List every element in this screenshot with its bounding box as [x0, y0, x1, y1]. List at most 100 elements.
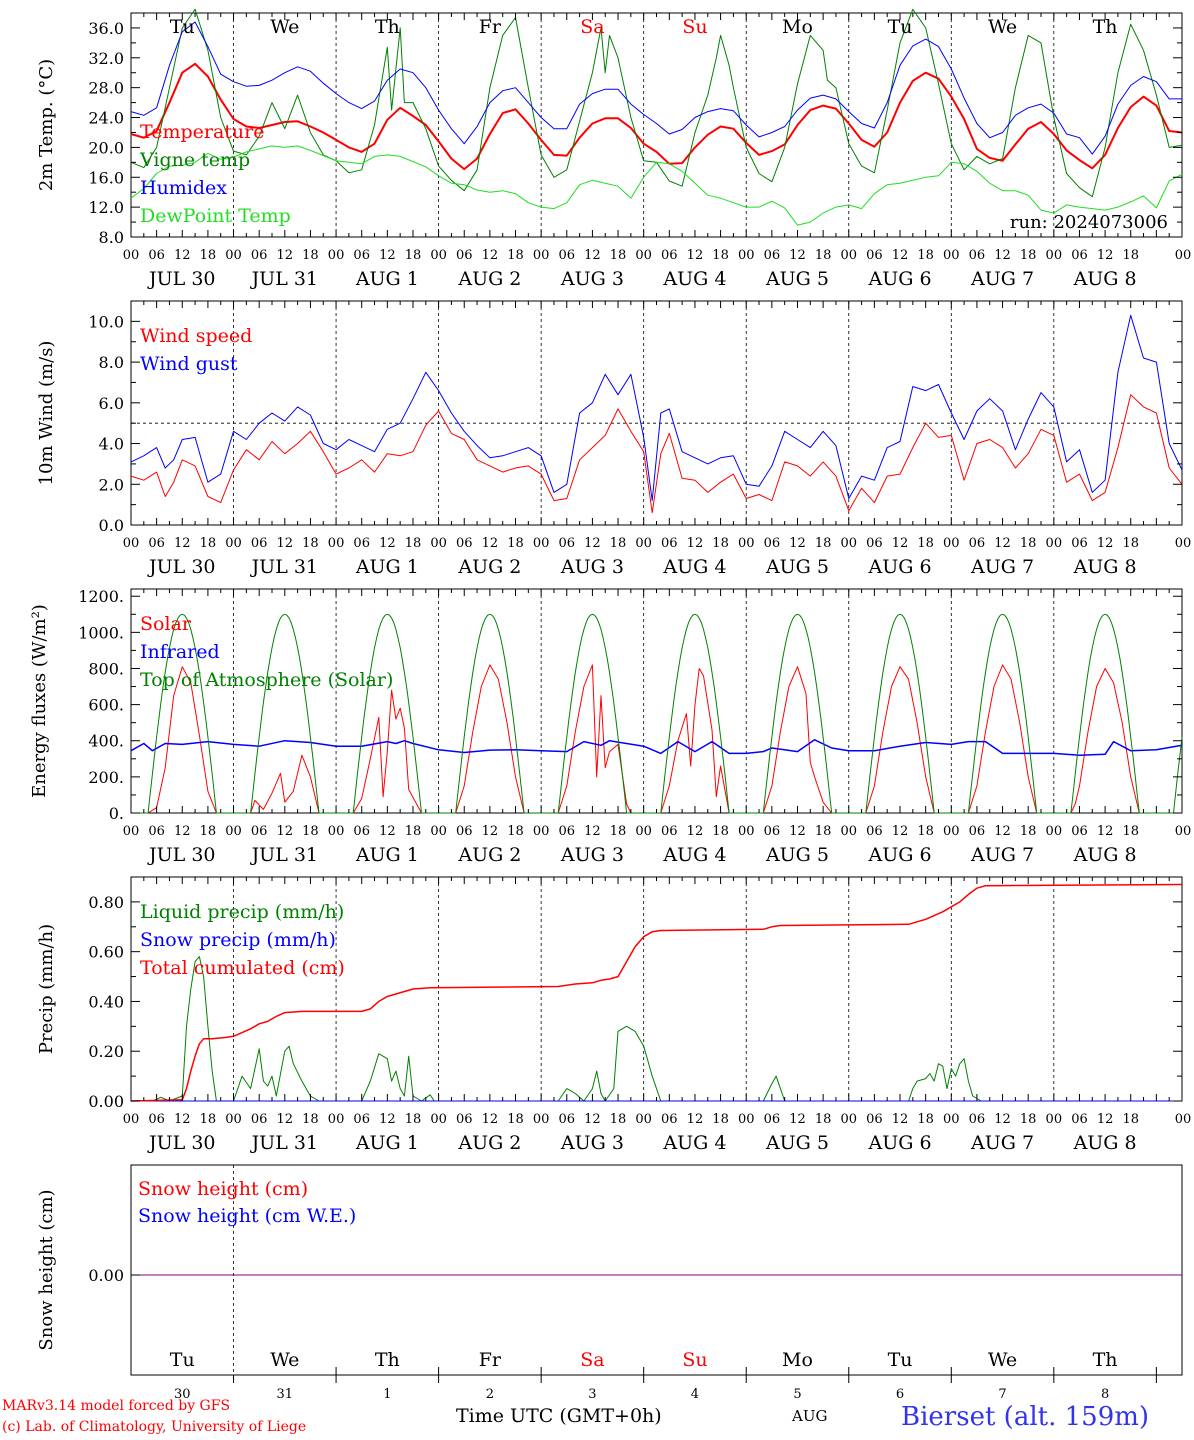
hour-tick-label-precip: 18 [405, 1112, 422, 1127]
y-tick-label-wind: 6.0 [99, 394, 124, 413]
y-tick-label-energy: 800. [88, 659, 124, 678]
hour-tick-label-energy: 18 [507, 824, 524, 839]
hour-tick-label-precip: 12 [277, 1112, 294, 1127]
hour-tick-label-precip: 12 [892, 1112, 909, 1127]
hour-tick-label-wind: 12 [174, 536, 191, 551]
y-tick-label-precip: 0.80 [88, 893, 124, 912]
hour-tick-label-precip: 12 [687, 1112, 704, 1127]
hour-tick-label-wind: 12 [379, 536, 396, 551]
date-label-precip: JUL 30 [147, 1132, 215, 1154]
hour-tick-label-precip: 12 [584, 1112, 601, 1127]
date-label-temp: JUL 30 [147, 268, 215, 290]
hour-tick-label-precip: 00 [225, 1112, 242, 1127]
date-label-temp: AUG 2 [457, 268, 521, 290]
panel-frame-temp [130, 12, 1183, 238]
hour-tick-label-energy: 06 [251, 824, 268, 839]
footer-lab-credit: (c) Lab. of Climatology, University of L… [2, 1419, 307, 1435]
hour-tick-label-energy: 12 [994, 824, 1011, 839]
date-label-energy: AUG 8 [1073, 844, 1137, 866]
hour-tick-label-energy: 18 [917, 824, 934, 839]
hour-tick-label-energy: 06 [559, 824, 576, 839]
date-label-wind: AUG 5 [765, 556, 829, 578]
date-label-temp: AUG 4 [662, 268, 726, 290]
hour-tick-label-precip: 06 [456, 1112, 473, 1127]
hour-tick-label-wind: 12 [482, 536, 499, 551]
hour-tick-label-precip: 18 [815, 1112, 832, 1127]
hour-tick-label-precip: 12 [994, 1112, 1011, 1127]
date-label-wind: AUG 4 [662, 556, 726, 578]
weekday-label-bottom: Th [375, 1349, 400, 1371]
hour-tick-label-energy: 18 [1122, 824, 1139, 839]
hour-tick-label-temp: 18 [917, 248, 934, 263]
date-label-temp: AUG 7 [970, 268, 1034, 290]
y-tick-label-wind: 2.0 [99, 475, 124, 494]
date-label-wind: AUG 7 [970, 556, 1034, 578]
hour-tick-label-precip: 06 [866, 1112, 883, 1127]
run-label: run: 2024073006 [1010, 212, 1168, 233]
hour-tick-label-energy: 06 [969, 824, 986, 839]
date-label-wind: AUG 2 [457, 556, 521, 578]
weekday-label-top: Th [375, 16, 400, 38]
hour-tick-label-wind: 18 [405, 536, 422, 551]
date-label-energy: AUG 5 [765, 844, 829, 866]
x-axis-title: Time UTC (GMT+0h) [456, 1405, 662, 1427]
legend-precip-2: Total cumulated (cm) [140, 957, 345, 979]
y-tick-label-temp: 28.0 [88, 79, 124, 98]
hour-tick-label-energy: 18 [610, 824, 627, 839]
legend-temp-3: DewPoint Temp [140, 205, 291, 227]
hour-tick-label-wind: 06 [969, 536, 986, 551]
hour-tick-label-energy: 12 [277, 824, 294, 839]
hour-tick-label-precip: 18 [1122, 1112, 1139, 1127]
series-line-energy-top-of-atmosphere-solar- [131, 613, 1183, 814]
hour-tick-label-wind: 06 [559, 536, 576, 551]
hour-tick-label-energy: 06 [456, 824, 473, 839]
hour-tick-label-energy: 12 [482, 824, 499, 839]
hour-tick-label-precip: 00 [738, 1112, 755, 1127]
day-number-label: 7 [998, 1387, 1006, 1402]
date-label-wind: AUG 6 [868, 556, 932, 578]
date-label-temp: AUG 1 [355, 268, 419, 290]
hour-tick-label-energy: 00 [840, 824, 857, 839]
hour-tick-label-energy: 00 [635, 824, 652, 839]
series-line-temp-temperature [130, 62, 1183, 171]
hour-tick-label-precip: 06 [969, 1112, 986, 1127]
weekday-label-bottom: We [988, 1349, 1017, 1371]
hour-tick-label-final-energy: 00 [1175, 824, 1192, 839]
hour-tick-label-precip: 12 [789, 1112, 806, 1127]
hour-tick-label-precip: 06 [1071, 1112, 1088, 1127]
weekday-label-bottom: We [270, 1349, 299, 1371]
hour-tick-label-temp: 12 [892, 248, 909, 263]
weekday-label-bottom: Mo [782, 1349, 813, 1371]
hour-tick-label-wind: 18 [917, 536, 934, 551]
hour-tick-label-wind: 00 [225, 536, 242, 551]
hour-tick-label-energy: 12 [789, 824, 806, 839]
legend-snow-0: Snow height (cm) [138, 1178, 308, 1200]
date-label-wind: JUL 31 [250, 556, 318, 578]
hour-tick-label-precip: 12 [174, 1112, 191, 1127]
hour-tick-label-precip: 00 [123, 1112, 140, 1127]
legend-precip-0: Liquid precip (mm/h) [140, 901, 344, 923]
hour-tick-label-energy: 06 [353, 824, 370, 839]
hour-tick-label-wind: 00 [738, 536, 755, 551]
hour-tick-label-temp: 00 [943, 248, 960, 263]
date-label-wind: AUG 1 [355, 556, 419, 578]
hour-tick-label-energy: 18 [405, 824, 422, 839]
day-number-label: 5 [793, 1387, 801, 1402]
y-axis-label-energy: Energy fluxes (W/m²) [29, 604, 50, 798]
hour-tick-label-precip: 18 [610, 1112, 627, 1127]
hour-tick-label-temp: 06 [969, 248, 986, 263]
hour-tick-label-precip: 06 [764, 1112, 781, 1127]
date-label-precip: AUG 1 [355, 1132, 419, 1154]
hour-tick-label-precip: 18 [1020, 1112, 1037, 1127]
hour-tick-label-precip: 06 [353, 1112, 370, 1127]
weekday-label-top: Tu [170, 16, 195, 38]
y-tick-label-temp: 20.0 [88, 138, 124, 157]
hour-tick-label-temp: 18 [302, 248, 319, 263]
hour-tick-label-energy: 18 [200, 824, 217, 839]
series-line-temp-humidex [130, 21, 1182, 155]
y-tick-label-snow: 0.00 [88, 1266, 124, 1285]
hour-tick-label-wind: 06 [456, 536, 473, 551]
hour-tick-label-temp: 12 [482, 248, 499, 263]
hour-tick-label-precip: 06 [661, 1112, 678, 1127]
hour-tick-label-energy: 00 [123, 824, 140, 839]
